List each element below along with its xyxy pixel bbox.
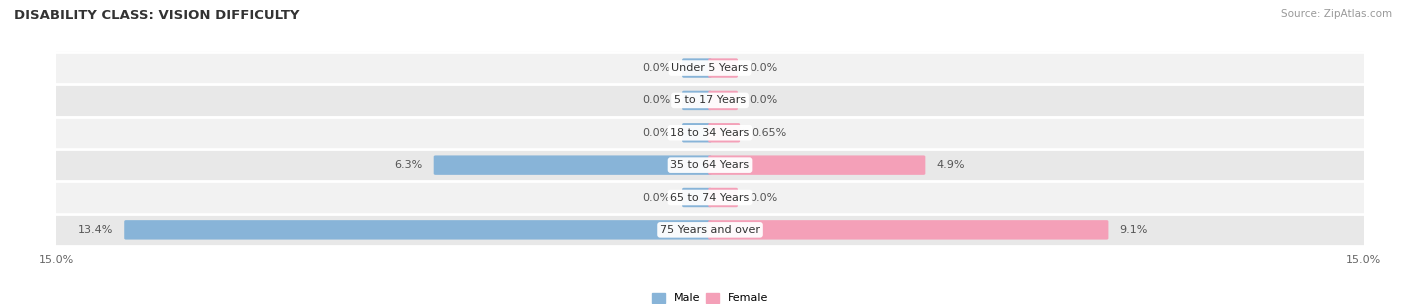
FancyBboxPatch shape — [682, 91, 711, 110]
FancyBboxPatch shape — [53, 116, 1367, 150]
FancyBboxPatch shape — [709, 155, 925, 175]
FancyBboxPatch shape — [682, 188, 711, 207]
FancyBboxPatch shape — [709, 220, 1108, 240]
FancyBboxPatch shape — [709, 123, 740, 143]
FancyBboxPatch shape — [53, 213, 1367, 247]
FancyBboxPatch shape — [682, 58, 711, 78]
FancyBboxPatch shape — [682, 123, 711, 143]
FancyBboxPatch shape — [709, 91, 738, 110]
Text: 6.3%: 6.3% — [394, 160, 422, 170]
FancyBboxPatch shape — [709, 58, 738, 78]
FancyBboxPatch shape — [53, 148, 1367, 182]
Text: 4.9%: 4.9% — [936, 160, 965, 170]
FancyBboxPatch shape — [124, 220, 711, 240]
FancyBboxPatch shape — [53, 181, 1367, 214]
Text: Under 5 Years: Under 5 Years — [672, 63, 748, 73]
Text: 0.0%: 0.0% — [643, 128, 671, 138]
FancyBboxPatch shape — [53, 51, 1367, 85]
FancyBboxPatch shape — [53, 84, 1367, 117]
Text: Source: ZipAtlas.com: Source: ZipAtlas.com — [1281, 9, 1392, 19]
Text: 75 Years and over: 75 Years and over — [659, 225, 761, 235]
Text: 9.1%: 9.1% — [1119, 225, 1149, 235]
Text: 18 to 34 Years: 18 to 34 Years — [671, 128, 749, 138]
FancyBboxPatch shape — [433, 155, 711, 175]
Text: 35 to 64 Years: 35 to 64 Years — [671, 160, 749, 170]
FancyBboxPatch shape — [709, 188, 738, 207]
Text: 5 to 17 Years: 5 to 17 Years — [673, 95, 747, 105]
Text: 0.65%: 0.65% — [751, 128, 787, 138]
Text: 0.0%: 0.0% — [643, 192, 671, 202]
Text: 65 to 74 Years: 65 to 74 Years — [671, 192, 749, 202]
Text: 0.0%: 0.0% — [749, 192, 778, 202]
Text: 0.0%: 0.0% — [749, 63, 778, 73]
Text: 0.0%: 0.0% — [643, 63, 671, 73]
Legend: Male, Female: Male, Female — [647, 288, 773, 304]
Text: DISABILITY CLASS: VISION DIFFICULTY: DISABILITY CLASS: VISION DIFFICULTY — [14, 9, 299, 22]
Text: 0.0%: 0.0% — [749, 95, 778, 105]
Text: 13.4%: 13.4% — [77, 225, 112, 235]
Text: 0.0%: 0.0% — [643, 95, 671, 105]
